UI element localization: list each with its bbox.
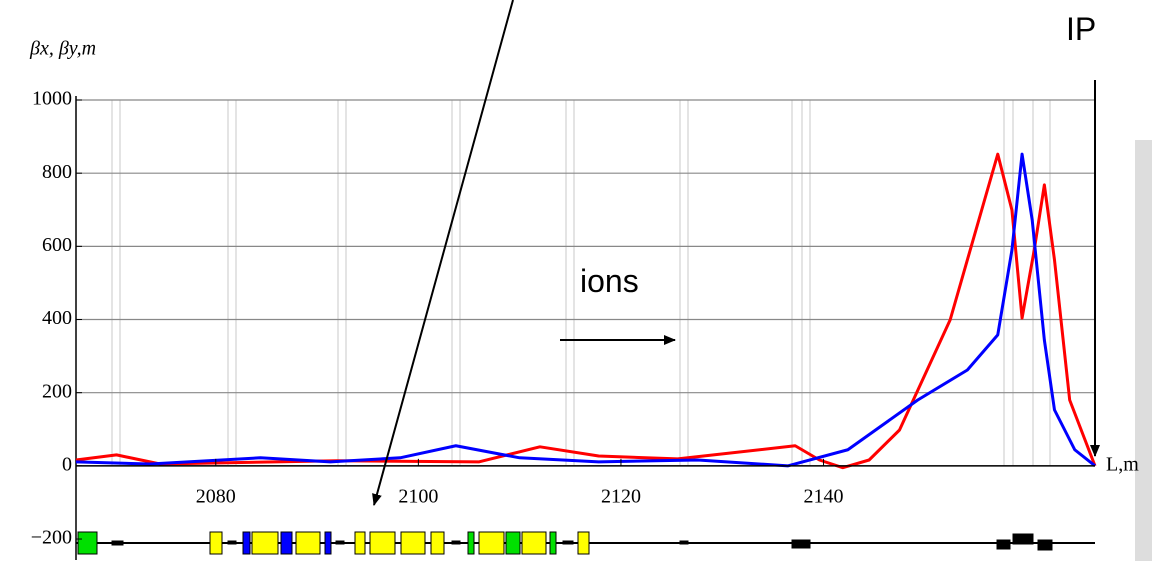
- y-tick-label: 800: [42, 161, 72, 183]
- x-tick-label: 2140: [804, 485, 844, 507]
- annotation: ions: [580, 263, 639, 299]
- x-axis-label: L,m: [1106, 454, 1139, 476]
- y-tick-label: 200: [42, 380, 72, 402]
- y-tick-label: 600: [42, 234, 72, 256]
- x-tick-label: 2080: [196, 485, 236, 507]
- series-line: [75, 152, 1096, 468]
- lattice: [77, 531, 1053, 555]
- edge-strip: [1135, 140, 1152, 561]
- y-tick-label: 400: [42, 307, 72, 329]
- y-tick-label: 1000: [32, 88, 72, 110]
- y-tick-label: 0: [62, 453, 72, 475]
- y-axis-label: βx, βy,m: [29, 38, 96, 60]
- element-markers: [111, 100, 1051, 466]
- series-line: [75, 152, 1097, 470]
- annotation: IP: [1066, 11, 1096, 47]
- plot-area: [75, 152, 1097, 470]
- arrow: [372, 0, 514, 506]
- x-tick-label: 2120: [601, 485, 641, 507]
- x-tick-label: 2100: [398, 485, 438, 507]
- y-tick-label: −200: [31, 527, 72, 549]
